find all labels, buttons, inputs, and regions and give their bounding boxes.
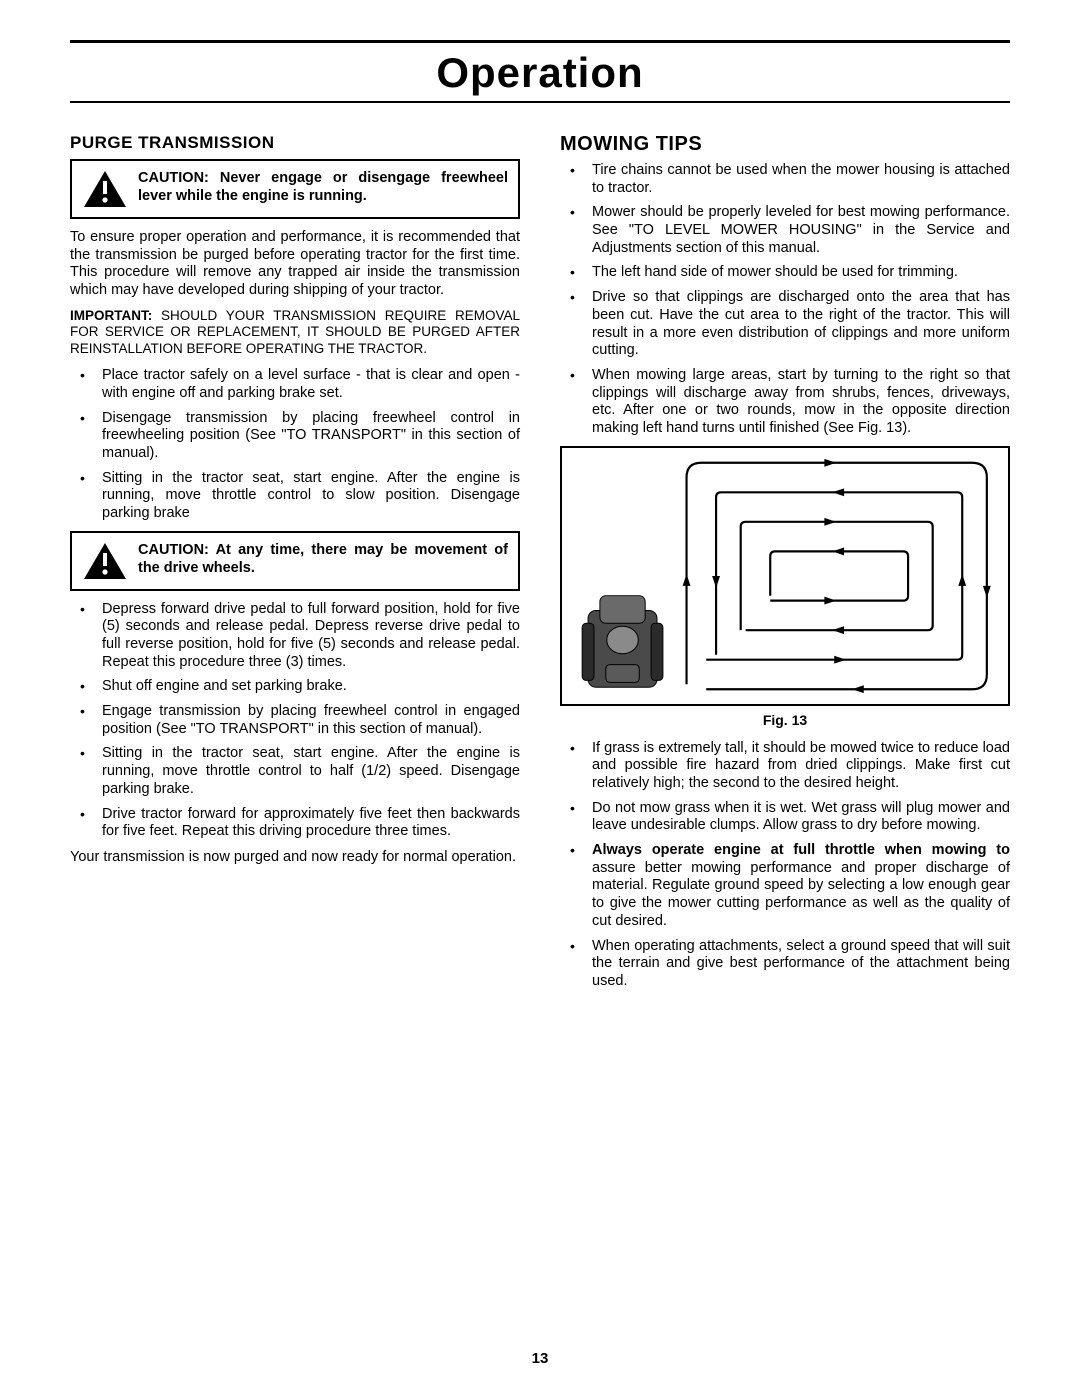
list-item: Tire chains cannot be used when the mowe…	[560, 162, 1010, 197]
warning-triangle-icon	[82, 541, 128, 581]
bold-lead: Always operate engine at full throttle w…	[592, 842, 1010, 858]
intro-paragraph: To ensure proper operation and performan…	[70, 229, 520, 300]
important-paragraph: IMPORTANT: SHOULD YOUR TRANSMISSION REQU…	[70, 308, 520, 357]
list-item: Shut off engine and set parking brake.	[70, 678, 520, 696]
list-item: Sitting in the tractor seat, start engin…	[70, 745, 520, 798]
list-item: Drive so that clippings are discharged o…	[560, 289, 1010, 360]
list-item: Drive tractor forward for approximately …	[70, 806, 520, 841]
bold-rest: assure better mowing performance and pro…	[592, 860, 1010, 929]
outro-paragraph: Your transmission is now purged and now …	[70, 849, 520, 867]
list-item: Sitting in the tractor seat, start engin…	[70, 470, 520, 523]
tips-list-1: Tire chains cannot be used when the mowe…	[560, 162, 1010, 438]
steps-list-1: Place tractor safely on a level surface …	[70, 367, 520, 523]
warning-triangle-icon	[82, 169, 128, 209]
list-item: Mower should be properly leveled for bes…	[560, 204, 1010, 257]
tips-list-2: If grass is extremely tall, it should be…	[560, 740, 1010, 991]
list-item: Disengage transmission by placing freewh…	[70, 410, 520, 463]
list-item: Depress forward drive pedal to full forw…	[70, 601, 520, 672]
page-number: 13	[0, 1350, 1080, 1367]
caution-text-2: CAUTION: At any time, there may be movem…	[138, 541, 508, 577]
caution-box-2: CAUTION: At any time, there may be movem…	[70, 531, 520, 591]
list-item: Do not mow grass when it is wet. Wet gra…	[560, 800, 1010, 835]
list-item: When operating attachments, select a gro…	[560, 938, 1010, 991]
list-item: Engage transmission by placing freewheel…	[70, 703, 520, 738]
steps-list-2: Depress forward drive pedal to full forw…	[70, 601, 520, 841]
caution-box-1: CAUTION: Never engage or disengage freew…	[70, 159, 520, 219]
left-column: PURGE TRANSMISSION CAUTION: Never engage…	[70, 133, 520, 999]
figure-caption: Fig. 13	[560, 712, 1010, 728]
list-item: If grass is extremely tall, it should be…	[560, 740, 1010, 793]
mowing-heading: MOWING TIPS	[560, 133, 1010, 156]
list-item: Always operate engine at full throttle w…	[560, 842, 1010, 930]
right-column: MOWING TIPS Tire chains cannot be used w…	[560, 133, 1010, 999]
page-title: Operation	[70, 49, 1010, 97]
list-item: When mowing large areas, start by turnin…	[560, 367, 1010, 438]
purge-heading: PURGE TRANSMISSION	[70, 133, 520, 153]
list-item: Place tractor safely on a level surface …	[70, 367, 520, 402]
tractor-icon	[582, 595, 663, 687]
figure-13	[560, 446, 1010, 706]
mowing-pattern-diagram	[562, 448, 1008, 704]
caution-text-1: CAUTION: Never engage or disengage freew…	[138, 169, 508, 205]
list-item: The left hand side of mower should be us…	[560, 264, 1010, 282]
important-label: IMPORTANT:	[70, 308, 152, 323]
